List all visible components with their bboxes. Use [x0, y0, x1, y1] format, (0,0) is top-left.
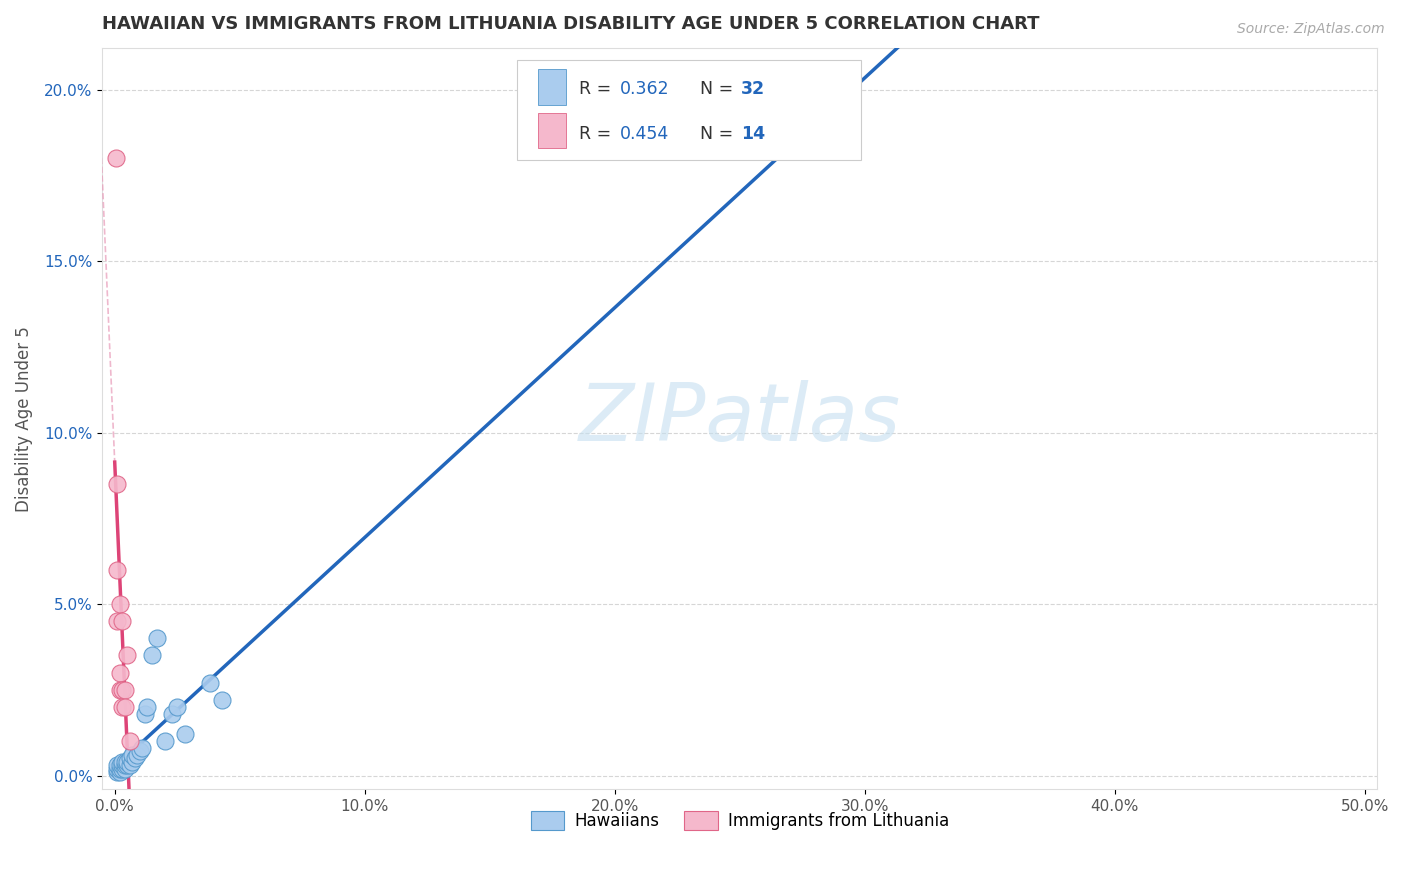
- Text: 32: 32: [741, 80, 765, 98]
- Point: [105, 765, 128, 780]
- Point: [160, 706, 183, 721]
- Point: [105, 477, 128, 491]
- Point: [108, 765, 131, 780]
- Point: [108, 665, 131, 680]
- Point: [108, 762, 131, 776]
- Point: [111, 762, 134, 776]
- Point: [118, 751, 141, 765]
- Text: ZIPatlas: ZIPatlas: [579, 380, 901, 458]
- Point: [121, 747, 143, 762]
- Text: 14: 14: [741, 125, 765, 143]
- Text: 0.362: 0.362: [620, 80, 669, 98]
- Point: [118, 758, 141, 772]
- Point: [115, 648, 138, 663]
- Point: [124, 751, 146, 765]
- Point: [211, 693, 233, 707]
- Point: [111, 682, 134, 697]
- Point: [114, 758, 136, 772]
- Point: [134, 706, 156, 721]
- Y-axis label: Disability Age Under 5: Disability Age Under 5: [15, 326, 32, 512]
- FancyBboxPatch shape: [538, 113, 567, 148]
- Point: [115, 758, 138, 772]
- Point: [105, 762, 128, 776]
- Point: [108, 597, 131, 611]
- Text: Source: ZipAtlas.com: Source: ZipAtlas.com: [1237, 22, 1385, 37]
- Point: [118, 734, 141, 748]
- Point: [146, 632, 169, 646]
- Point: [131, 741, 153, 756]
- Point: [141, 648, 163, 663]
- Text: R =: R =: [579, 125, 617, 143]
- Text: HAWAIIAN VS IMMIGRANTS FROM LITHUANIA DISABILITY AGE UNDER 5 CORRELATION CHART: HAWAIIAN VS IMMIGRANTS FROM LITHUANIA DI…: [103, 15, 1039, 33]
- Legend: Hawaiians, Immigrants from Lithuania: Hawaiians, Immigrants from Lithuania: [524, 804, 956, 837]
- Point: [111, 614, 134, 628]
- Point: [104, 151, 127, 165]
- Point: [114, 682, 136, 697]
- Point: [108, 682, 131, 697]
- Point: [121, 755, 143, 769]
- Text: R =: R =: [579, 80, 617, 98]
- Point: [136, 700, 159, 714]
- Point: [105, 563, 128, 577]
- Point: [114, 755, 136, 769]
- Point: [105, 758, 128, 772]
- Point: [108, 758, 131, 772]
- Point: [105, 614, 128, 628]
- Point: [111, 700, 134, 714]
- Point: [153, 734, 176, 748]
- Point: [114, 700, 136, 714]
- Point: [173, 727, 195, 741]
- FancyBboxPatch shape: [516, 60, 860, 160]
- Point: [166, 700, 188, 714]
- Point: [127, 747, 149, 762]
- Text: N =: N =: [700, 80, 740, 98]
- Point: [111, 755, 134, 769]
- Point: [115, 755, 138, 769]
- Text: 0.454: 0.454: [620, 125, 669, 143]
- Text: N =: N =: [700, 125, 740, 143]
- FancyBboxPatch shape: [538, 70, 567, 105]
- Point: [128, 744, 150, 758]
- Point: [198, 676, 221, 690]
- Point: [114, 762, 136, 776]
- Point: [111, 758, 134, 772]
